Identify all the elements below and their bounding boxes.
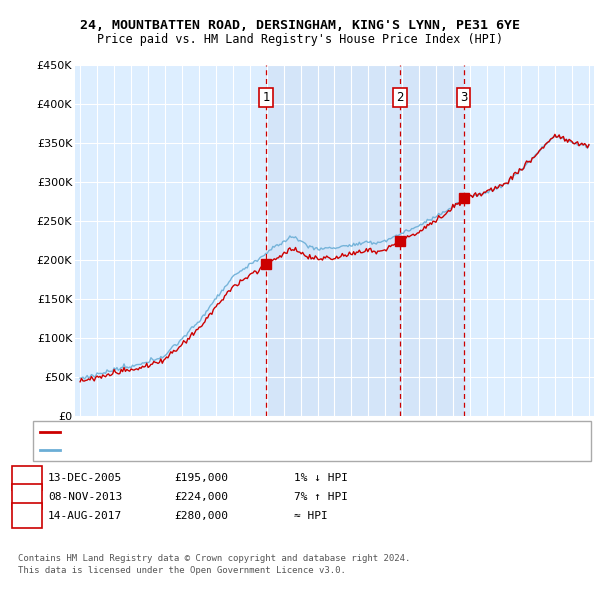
Text: 2: 2 bbox=[23, 492, 31, 502]
Text: 08-NOV-2013: 08-NOV-2013 bbox=[48, 492, 122, 502]
Text: 14-AUG-2017: 14-AUG-2017 bbox=[48, 511, 122, 520]
Text: ≈ HPI: ≈ HPI bbox=[294, 511, 328, 520]
Text: 7% ↑ HPI: 7% ↑ HPI bbox=[294, 492, 348, 502]
Text: 24, MOUNTBATTEN ROAD, DERSINGHAM, KING'S LYNN, PE31 6YE: 24, MOUNTBATTEN ROAD, DERSINGHAM, KING'S… bbox=[80, 19, 520, 32]
Text: 1% ↓ HPI: 1% ↓ HPI bbox=[294, 473, 348, 483]
Text: Contains HM Land Registry data © Crown copyright and database right 2024.: Contains HM Land Registry data © Crown c… bbox=[18, 554, 410, 563]
Bar bbox=[266, 65, 400, 416]
Text: HPI: Average price, detached house, King's Lynn and West Norfolk: HPI: Average price, detached house, King… bbox=[64, 445, 448, 454]
Text: 24, MOUNTBATTEN ROAD, DERSINGHAM, KING'S LYNN, PE31 6YE (detached house): 24, MOUNTBATTEN ROAD, DERSINGHAM, KING'S… bbox=[64, 427, 496, 437]
Text: 3: 3 bbox=[460, 91, 467, 104]
Text: £195,000: £195,000 bbox=[174, 473, 228, 483]
Text: £280,000: £280,000 bbox=[174, 511, 228, 520]
Text: 13-DEC-2005: 13-DEC-2005 bbox=[48, 473, 122, 483]
Text: This data is licensed under the Open Government Licence v3.0.: This data is licensed under the Open Gov… bbox=[18, 566, 346, 575]
Bar bbox=[400, 65, 464, 416]
Text: £224,000: £224,000 bbox=[174, 492, 228, 502]
Text: 1: 1 bbox=[23, 473, 31, 483]
Text: Price paid vs. HM Land Registry's House Price Index (HPI): Price paid vs. HM Land Registry's House … bbox=[97, 33, 503, 46]
Text: 1: 1 bbox=[262, 91, 270, 104]
Text: 3: 3 bbox=[23, 511, 31, 520]
Text: 2: 2 bbox=[396, 91, 404, 104]
